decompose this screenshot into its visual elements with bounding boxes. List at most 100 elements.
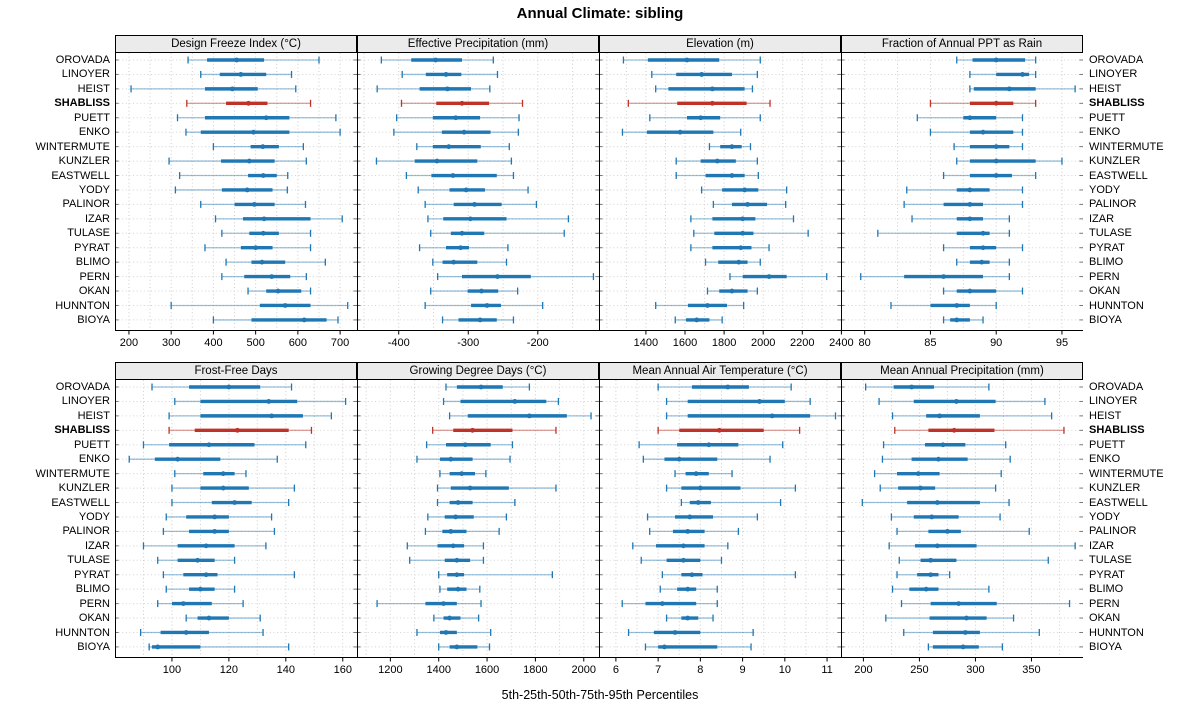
median-dot [251, 202, 257, 207]
site-label-bioya: BIOYA [1089, 313, 1122, 326]
median-dot [684, 57, 690, 63]
site-label-blimo: BLIMO [1089, 256, 1124, 269]
panel-3: 80 85 90 95 [841, 35, 1083, 349]
median-dot [301, 317, 307, 323]
median-dot [936, 456, 941, 462]
median-dot [740, 230, 746, 236]
tick-label: 1600 [673, 337, 697, 349]
median-dot [687, 514, 693, 520]
row-hunnton [115, 628, 357, 636]
median-dot [454, 572, 460, 578]
site-label-shabliss: SHABLISS [54, 424, 110, 437]
row-hunnton [841, 301, 1083, 309]
percentiles-caption: 5th-25th-50th-75th-95th Percentiles [501, 688, 699, 702]
row-linoyer [599, 397, 841, 405]
site-label-orovada: OROVADA [55, 54, 110, 66]
median-dot [246, 100, 251, 106]
median-dot [453, 514, 459, 520]
median-dot [967, 288, 973, 294]
row-pern [841, 273, 1083, 281]
site-label-hunnton: HUNNTON [1089, 626, 1144, 639]
median-dot [736, 259, 742, 265]
gridlines [606, 53, 823, 330]
site-label-linoyer: LINOYER [1089, 68, 1138, 81]
row-linoyer [115, 397, 357, 405]
row-orovada [115, 56, 357, 64]
median-dot [672, 630, 678, 635]
median-dot [1006, 86, 1012, 92]
row-heist [841, 412, 1083, 420]
median-dot [934, 500, 940, 505]
median-dot [729, 288, 735, 294]
row-izar [841, 542, 1083, 550]
site-label-puett: PUETT [73, 438, 110, 451]
tick-label: 90 [990, 337, 1002, 349]
panel-7: 200 250 300 350 [841, 362, 1083, 676]
median-dot [155, 644, 161, 650]
site-label-linoyer: LINOYER [61, 68, 110, 81]
panel-title-growing-degree-days: Growing Degree Days (°C) [357, 362, 599, 380]
median-dot [993, 173, 999, 178]
median-dot [238, 72, 244, 77]
row-yody [357, 186, 599, 194]
median-dot [928, 557, 934, 563]
row-izar [599, 215, 841, 223]
site-label-yody: YODY [1089, 511, 1121, 523]
median-dot [909, 384, 914, 390]
median-dot [212, 514, 218, 520]
panel-title-mean-annual-precipitation: Mean Annual Precipitation (mm) [841, 362, 1083, 380]
median-dot [928, 572, 934, 578]
row-izar [115, 215, 357, 223]
row-bioya [841, 316, 1083, 324]
row-orovada [357, 383, 599, 391]
row-kunzler [115, 484, 357, 492]
median-dot [980, 230, 986, 236]
median-dot [677, 129, 683, 135]
median-dot [742, 187, 748, 193]
row-pyrat [357, 244, 599, 252]
row-hunnton [599, 301, 841, 309]
gridlines [128, 53, 341, 330]
median-dot [699, 72, 705, 77]
row-heist [357, 85, 599, 93]
row-eastwell [357, 499, 599, 507]
median-dot [685, 586, 691, 592]
row-izar [115, 542, 357, 550]
median-dot [232, 500, 237, 505]
median-dot [979, 259, 985, 265]
site-label-izar: IZAR [84, 212, 110, 225]
tick-label: 1800 [523, 664, 547, 676]
median-dot [203, 572, 209, 578]
median-dot [526, 413, 532, 419]
row-pern [357, 600, 599, 608]
median-dot [434, 158, 440, 164]
median-dot [709, 86, 715, 92]
median-dot [253, 245, 259, 251]
row-izar [599, 542, 841, 550]
median-dot [261, 216, 267, 222]
median-dot [459, 230, 465, 236]
site-label-okan: OKAN [1089, 285, 1121, 297]
row-pern [841, 600, 1083, 608]
tick-label: 1400 [426, 664, 450, 676]
row-palinor [357, 200, 599, 208]
row-bioya [115, 316, 357, 324]
row-izar [841, 215, 1083, 223]
site-label-heist: HEIST [1089, 82, 1122, 95]
site-label-puett: PUETT [73, 111, 110, 124]
median-dot [967, 115, 973, 121]
median-dot [993, 144, 999, 150]
median-dot [462, 442, 468, 448]
row-yody [841, 186, 1083, 194]
median-dot [685, 529, 691, 534]
median-dot [477, 317, 483, 323]
row-orovada [357, 56, 599, 64]
row-linoyer [115, 70, 357, 78]
row-shabliss [115, 99, 357, 107]
row-yody [841, 513, 1083, 521]
median-dot [495, 274, 500, 279]
median-dot [235, 427, 240, 433]
row-puett [115, 114, 357, 122]
row-palinor [599, 200, 841, 208]
row-palinor [841, 200, 1083, 208]
